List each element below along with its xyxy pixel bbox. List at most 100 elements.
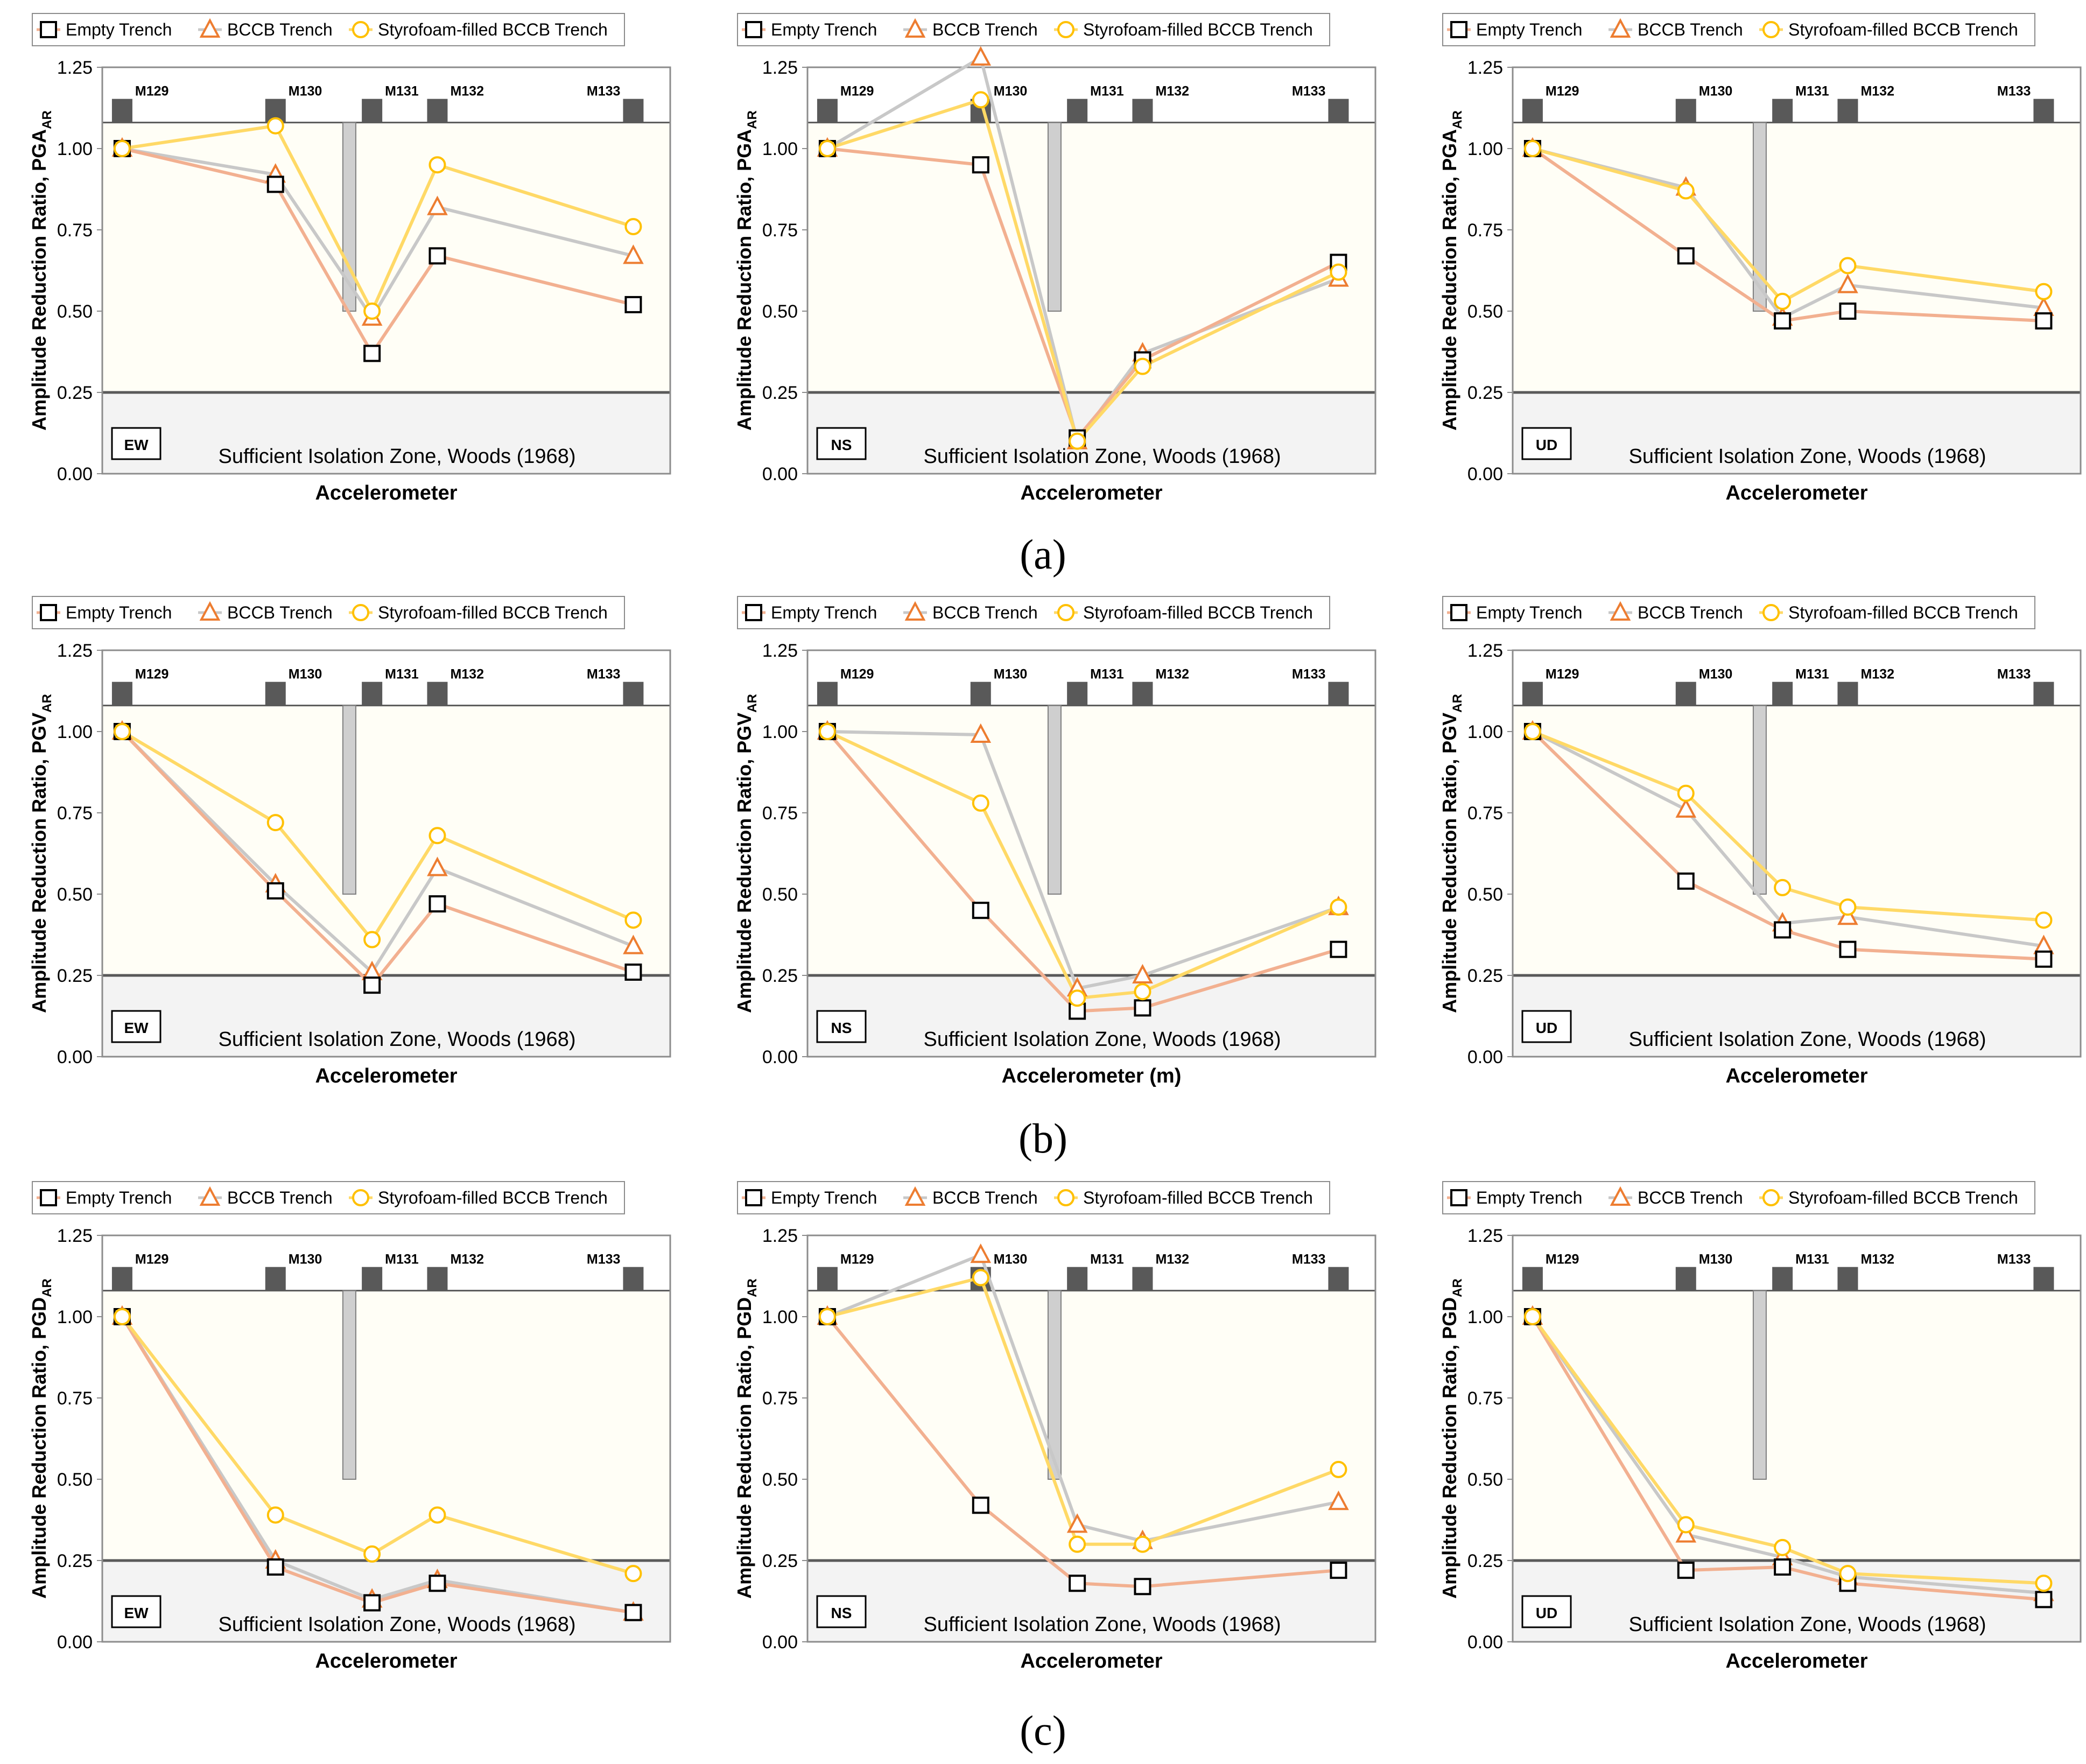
sensor-label: M133 — [587, 84, 621, 99]
y-tick-label: 1.00 — [762, 139, 798, 159]
square-marker — [1450, 604, 1467, 621]
y-tick-label: 0.25 — [762, 1551, 798, 1571]
legend-box — [32, 1181, 625, 1214]
circle-marker — [2035, 911, 2053, 929]
square-marker — [363, 345, 381, 362]
circle-marker — [1774, 1538, 1792, 1556]
sensor-block — [1837, 1267, 1858, 1291]
isolation-zone — [102, 392, 670, 474]
y-tick-label: 0.25 — [762, 383, 798, 403]
y-tick-label: 0.00 — [57, 1047, 93, 1067]
circle-marker — [624, 911, 642, 929]
sensor-block — [1522, 99, 1543, 123]
square-marker — [745, 1189, 762, 1206]
sensor-label: M130 — [1699, 1252, 1733, 1267]
sensor-block — [1772, 681, 1793, 706]
response-zone — [102, 1290, 670, 1561]
circle-marker — [1134, 983, 1151, 1001]
square-marker — [429, 1575, 446, 1592]
legend-label: Empty Trench — [1476, 20, 1582, 39]
triangle-marker — [199, 601, 221, 621]
y-tick-label: 0.75 — [762, 803, 798, 824]
direction-label: UD — [1536, 1605, 1557, 1621]
legend-label: Empty Trench — [1476, 603, 1582, 622]
caption-a: (a) — [1020, 531, 1066, 578]
sensor-block — [111, 99, 132, 123]
sensor-label: M129 — [840, 667, 874, 682]
legend-label: Styrofoam-filled BCCB Trench — [1083, 20, 1313, 39]
isolation-zone — [1513, 1561, 2081, 1642]
legend-label: BCCB Trench — [227, 603, 333, 622]
triangle-marker — [1675, 1523, 1697, 1543]
response-zone — [807, 1290, 1375, 1561]
sensor-label: M133 — [1997, 84, 2031, 99]
square-marker — [1677, 1562, 1695, 1579]
y-tick-label: 1.00 — [762, 1307, 798, 1327]
sensor-label: M129 — [135, 1252, 169, 1267]
y-tick-label: 1.25 — [762, 58, 798, 78]
circle-marker — [266, 1506, 284, 1524]
direction-label: NS — [831, 1020, 852, 1036]
sensor-block — [111, 1267, 132, 1291]
direction-box — [816, 1595, 867, 1628]
triangle-marker — [1066, 1513, 1088, 1533]
square-marker — [40, 604, 57, 621]
sensor-block — [817, 99, 838, 123]
response-zone — [807, 705, 1375, 975]
zone-label: Sufficient Isolation Zone, Woods (1968) — [1629, 1613, 1986, 1636]
sensor-block — [1067, 99, 1088, 123]
trench — [1752, 1290, 1767, 1480]
triangle-marker — [1837, 273, 1858, 293]
sensor-label: M130 — [1699, 84, 1733, 99]
y-tick-label: 1.00 — [1467, 139, 1503, 159]
y-tick-label: 0.25 — [57, 966, 93, 986]
y-tick-label: 1.00 — [57, 139, 93, 159]
sensor-block — [265, 681, 286, 706]
y-tick-label: 0.00 — [1467, 1632, 1503, 1653]
sensor-block — [362, 1267, 383, 1291]
y-tick-label: 1.00 — [57, 1307, 93, 1327]
sensor-label: M130 — [289, 1252, 322, 1267]
y-tick-label: 0.75 — [1467, 803, 1503, 824]
square-marker — [1330, 1562, 1347, 1579]
square-marker — [266, 175, 284, 193]
y-axis-label-subscript: AR — [40, 694, 54, 713]
y-tick-label: 0.00 — [762, 1047, 798, 1067]
triangle-marker — [904, 18, 926, 38]
y-tick-label: 0.00 — [1467, 464, 1503, 484]
y-axis-label-subscript: AR — [745, 694, 760, 713]
sensor-block — [817, 1267, 838, 1291]
sensor-label: M133 — [1292, 84, 1326, 99]
y-axis-label: Amplitude Reduction Ratio, PGDAR — [1438, 1278, 1465, 1599]
circle-marker — [266, 117, 284, 135]
circle-marker — [1330, 263, 1347, 281]
x-axis-label: Accelerometer — [315, 482, 457, 504]
sensor-block — [2033, 1267, 2054, 1291]
y-axis-label-subscript: AR — [1450, 1278, 1465, 1297]
x-axis-label: Accelerometer — [1725, 1065, 1867, 1087]
sensor-label: M131 — [1795, 667, 1829, 682]
legend-box — [1442, 596, 2035, 629]
square-marker — [2035, 950, 2053, 968]
legend-box — [737, 596, 1330, 629]
sensor-label: M129 — [840, 1252, 874, 1267]
y-axis-label: Amplitude Reduction Ratio, PGVAR — [1438, 694, 1465, 1013]
response-zone — [807, 122, 1375, 392]
x-axis-label: Accelerometer — [1725, 1650, 1867, 1672]
sensor-block — [362, 681, 383, 706]
isolation-zone — [1513, 975, 2081, 1057]
isolation-zone — [807, 975, 1375, 1057]
circle-marker — [1774, 292, 1792, 310]
sensor-block — [1675, 681, 1696, 706]
y-axis-label-subscript: AR — [40, 1278, 54, 1297]
circle-marker — [1839, 1565, 1857, 1583]
y-tick-label: 0.75 — [57, 803, 93, 824]
y-axis-label: Amplitude Reduction Ratio, PGDAR — [733, 1278, 760, 1599]
sensor-label: M130 — [1699, 667, 1733, 682]
y-tick-label: 0.50 — [57, 884, 93, 905]
square-marker — [624, 1604, 642, 1621]
legend-label: BCCB Trench — [932, 603, 1038, 622]
sensor-block — [1522, 1267, 1543, 1291]
sensor-block — [2033, 99, 2054, 123]
y-tick-label: 1.00 — [762, 722, 798, 742]
